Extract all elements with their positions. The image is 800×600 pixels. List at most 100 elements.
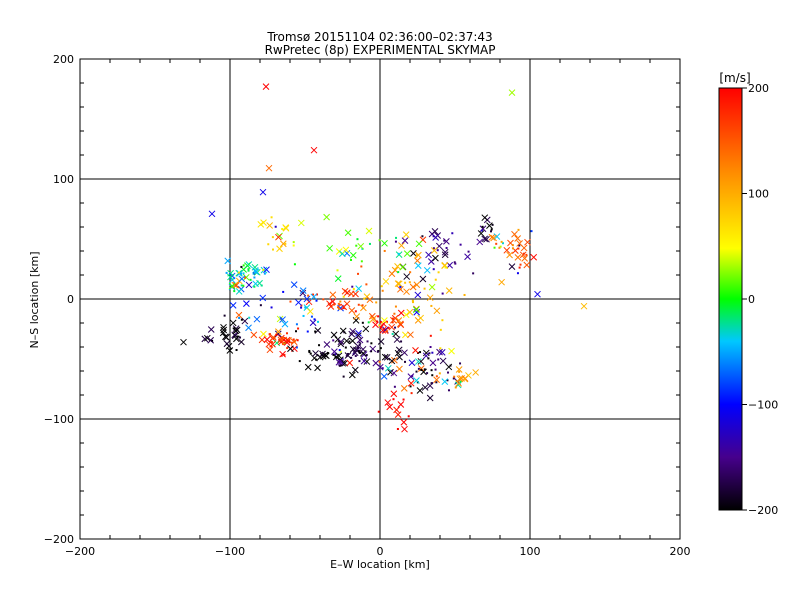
- data-point-x: [396, 365, 403, 373]
- data-point-dot: [394, 240, 397, 243]
- data-point-dot: [332, 339, 335, 342]
- data-point-x: [259, 188, 267, 196]
- data-point-dot: [432, 247, 435, 250]
- data-point-x: [354, 332, 362, 339]
- data-point-x: [335, 358, 343, 366]
- data-point-x: [415, 240, 423, 248]
- data-point-dot: [501, 242, 504, 245]
- data-point-x: [235, 311, 243, 319]
- data-point-x: [299, 289, 307, 297]
- data-point-dot: [375, 301, 378, 304]
- colorbar-tick-label: −100: [748, 399, 778, 412]
- data-point-dot: [272, 248, 275, 251]
- data-point-dot: [240, 318, 243, 321]
- data-point-dot: [351, 285, 354, 288]
- data-point-dot: [454, 386, 457, 389]
- x-tick-label: −100: [215, 545, 245, 558]
- data-point-dot: [307, 294, 310, 297]
- data-point-dot: [355, 244, 358, 247]
- data-point-x: [355, 285, 363, 292]
- data-point-x: [242, 273, 250, 281]
- data-point-dot: [337, 302, 340, 305]
- data-point-dot: [357, 303, 360, 306]
- data-point-dot: [273, 336, 276, 339]
- data-point-dot: [361, 321, 364, 324]
- data-point-x: [366, 296, 374, 304]
- data-point-x: [416, 387, 424, 394]
- data-point-dot: [270, 216, 273, 219]
- data-point-x: [415, 251, 422, 259]
- data-point-dot: [333, 303, 336, 306]
- data-point-x: [245, 281, 253, 289]
- data-point-x: [391, 356, 398, 364]
- data-point-dot: [518, 244, 521, 247]
- data-point-x: [377, 338, 385, 345]
- data-point-dot: [416, 253, 419, 256]
- data-point-dot: [493, 246, 496, 249]
- data-point-x: [431, 228, 439, 235]
- data-point-x: [207, 326, 215, 333]
- data-point-x: [220, 323, 227, 331]
- chart-subtitle: RwPretec (8p) EXPERIMENTAL SKYMAP: [265, 43, 496, 57]
- data-point-x: [346, 359, 354, 367]
- data-point-x: [390, 369, 398, 377]
- data-point-dot: [431, 374, 434, 377]
- data-point-dot: [310, 315, 313, 318]
- data-point-dot: [443, 239, 446, 242]
- data-point-dot: [495, 242, 498, 245]
- data-point-x: [314, 327, 322, 334]
- data-point-dot: [295, 330, 298, 333]
- data-point-x: [423, 266, 431, 274]
- data-point-x: [339, 327, 347, 335]
- data-point-dot: [268, 333, 271, 336]
- data-point-dot: [239, 336, 242, 339]
- data-point-dot: [249, 278, 252, 281]
- data-point-dot: [417, 367, 420, 370]
- data-point-dot: [298, 360, 301, 363]
- data-point-dot: [436, 249, 439, 252]
- data-point-x: [410, 250, 417, 257]
- data-point-x: [201, 335, 209, 343]
- data-point-x: [394, 280, 402, 287]
- data-point-dot: [446, 379, 449, 382]
- data-point-x: [279, 316, 286, 323]
- data-point-x: [319, 350, 326, 358]
- data-point-dot: [342, 295, 345, 298]
- data-point-dot: [342, 307, 345, 310]
- data-point-x: [400, 385, 408, 392]
- data-point-dot: [247, 268, 250, 271]
- data-point-dot: [236, 335, 239, 338]
- data-point-x: [337, 338, 345, 346]
- data-point-x: [397, 321, 405, 329]
- data-point-dot: [338, 303, 341, 306]
- data-point-x: [456, 375, 464, 383]
- data-point-x: [417, 365, 425, 372]
- data-point-dot: [314, 330, 317, 333]
- data-point-dot: [434, 278, 437, 281]
- data-point-x: [483, 235, 490, 243]
- data-point-x: [390, 316, 397, 324]
- data-point-x: [400, 418, 408, 426]
- data-point-dot: [242, 264, 245, 267]
- data-point-x: [409, 283, 417, 291]
- data-point-x: [401, 349, 408, 357]
- data-point-dot: [423, 368, 426, 371]
- data-point-x: [433, 376, 440, 384]
- data-point-x: [414, 358, 422, 365]
- data-point-x: [238, 338, 245, 346]
- data-point-x: [279, 240, 287, 248]
- data-point-dot: [237, 271, 240, 274]
- data-point-dot: [342, 375, 345, 378]
- data-point-x: [250, 331, 258, 339]
- data-point-x: [223, 340, 231, 348]
- data-point-x: [180, 338, 187, 346]
- data-point-x: [295, 299, 302, 306]
- data-point-x: [283, 339, 291, 346]
- data-point-dot: [326, 351, 329, 354]
- data-point-dot: [281, 336, 284, 339]
- data-point-x: [355, 330, 362, 337]
- data-point-dot: [286, 347, 289, 350]
- y-tick-label: 200: [53, 53, 74, 66]
- data-point-x: [299, 287, 307, 295]
- data-point-dot: [211, 339, 214, 342]
